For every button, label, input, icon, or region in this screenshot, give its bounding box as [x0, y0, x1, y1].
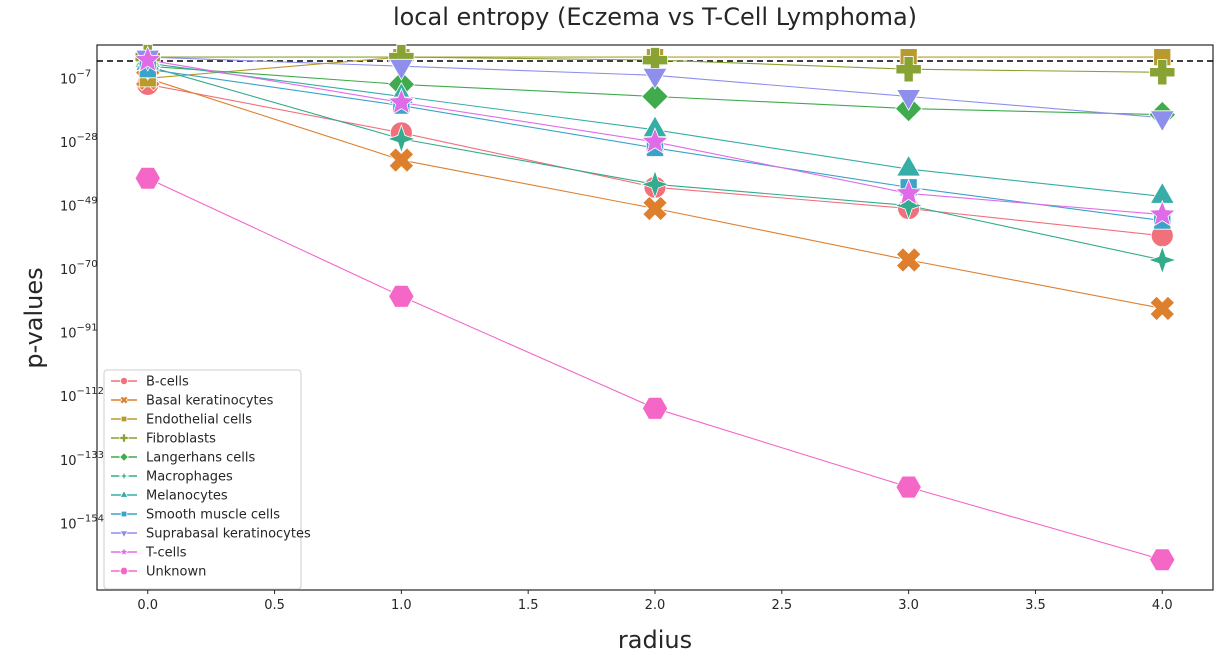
- chart-title: local entropy (Eczema vs T-Cell Lymphoma…: [393, 3, 917, 31]
- y-tick-label: 10−49: [60, 195, 98, 214]
- data-point-t-cells: [133, 45, 162, 73]
- x-tick-label: 3.5: [1025, 598, 1046, 613]
- x-axis-label: radius: [618, 626, 692, 654]
- data-point-langerhans-cells: [641, 82, 669, 111]
- legend-label-t-cells: T-cells: [145, 546, 187, 561]
- plot-area: 0.0 0.5 1.0 1.5 2.0 2.5 3.0 3.5 4.0 10−7 10−28 10−4…: [60, 44, 1214, 613]
- y-tick-label: 10−91: [60, 323, 98, 342]
- x-tick-label: 2.0: [645, 598, 666, 613]
- data-point-unknown: [388, 285, 415, 308]
- y-tick-label: 10−70: [60, 259, 98, 278]
- data-point-melanocytes: [896, 154, 922, 177]
- data-point-t-cells: [387, 87, 416, 115]
- legend-label-fibroblasts: Fibroblasts: [146, 432, 216, 447]
- legend: B-cells Basal keratinocytes Endothelial ce…: [103, 369, 311, 590]
- data-point-macrophages: [640, 169, 671, 200]
- legend-marker-langerhans-cells: [119, 452, 129, 462]
- legend-label-langerhans-cells: Langerhans cells: [146, 451, 256, 466]
- x-tick-label: 2.5: [771, 598, 792, 613]
- legend-label-macrophages: Macrophages: [146, 470, 233, 485]
- legend-marker-unknown: [119, 567, 129, 575]
- legend-marker-endothelial-cells: [120, 415, 128, 423]
- x-tick-label: 3.0: [898, 598, 919, 613]
- data-point-basal-keratinocytes: [642, 195, 668, 222]
- legend-label-suprabasal-keratinocytes: Suprabasal keratinocytes: [146, 527, 311, 542]
- legend-label-smooth-muscle-cells: Smooth muscle cells: [146, 508, 280, 523]
- data-point-unknown: [641, 397, 669, 420]
- data-point-suprabasal-keratinocytes: [388, 58, 414, 81]
- data-point-basal-keratinocytes: [388, 147, 415, 173]
- data-point-suprabasal-keratinocytes: [642, 68, 668, 90]
- data-point-t-cells: [1148, 199, 1177, 227]
- legend-marker-melanocytes: [119, 489, 129, 498]
- data-point-t-cells: [894, 178, 923, 206]
- y-axis-label: p-values: [20, 267, 48, 368]
- y-tick-label: 10−133: [60, 450, 104, 469]
- y-tick-label: 10−154: [60, 513, 104, 532]
- legend-marker-macrophages: [118, 470, 130, 482]
- data-point-unknown: [895, 475, 922, 499]
- legend-marker-fibroblasts: [119, 433, 129, 443]
- data-point-basal-keratinocytes: [1149, 295, 1176, 322]
- legend-label-b-cells: B-cells: [146, 375, 189, 390]
- data-point-basal-keratinocytes: [895, 247, 922, 273]
- x-tick-label: 1.5: [518, 598, 539, 613]
- legend-label-unknown: Unknown: [146, 565, 206, 580]
- legend-marker-basal-keratinocytes: [119, 395, 129, 405]
- data-point-unknown: [1149, 548, 1176, 572]
- data-point-suprabasal-keratinocytes: [1149, 110, 1175, 133]
- x-tick-label: 0.0: [137, 598, 158, 613]
- y-tick-label: 10−7: [60, 68, 91, 87]
- data-point-t-cells: [640, 127, 670, 154]
- legend-box: [103, 369, 302, 590]
- legend-label-melanocytes: Melanocytes: [146, 489, 228, 504]
- data-point-unknown: [134, 166, 161, 190]
- x-tick-label: 1.0: [391, 598, 412, 613]
- data-point-suprabasal-keratinocytes: [896, 89, 922, 111]
- y-tick-label: 10−112: [60, 386, 104, 405]
- legend-marker-b-cells: [120, 376, 129, 385]
- legend-label-endothelial-cells: Endothelial cells: [146, 413, 252, 428]
- data-point-fibroblasts: [1149, 59, 1176, 86]
- data-point-macrophages: [386, 123, 417, 154]
- legend-marker-t-cells: [118, 546, 130, 557]
- data-point-fibroblasts: [895, 56, 922, 83]
- data-point-macrophages: [1147, 244, 1178, 275]
- legend-marker-smooth-muscle-cells: [120, 510, 128, 518]
- legend-label-basal-keratinocytes: Basal keratinocytes: [146, 394, 274, 409]
- x-tick-label: 0.5: [264, 598, 285, 613]
- legend-marker-suprabasal-keratinocytes: [119, 530, 129, 539]
- y-tick-label: 10−28: [60, 132, 98, 151]
- x-tick-label: 4.0: [1152, 598, 1173, 613]
